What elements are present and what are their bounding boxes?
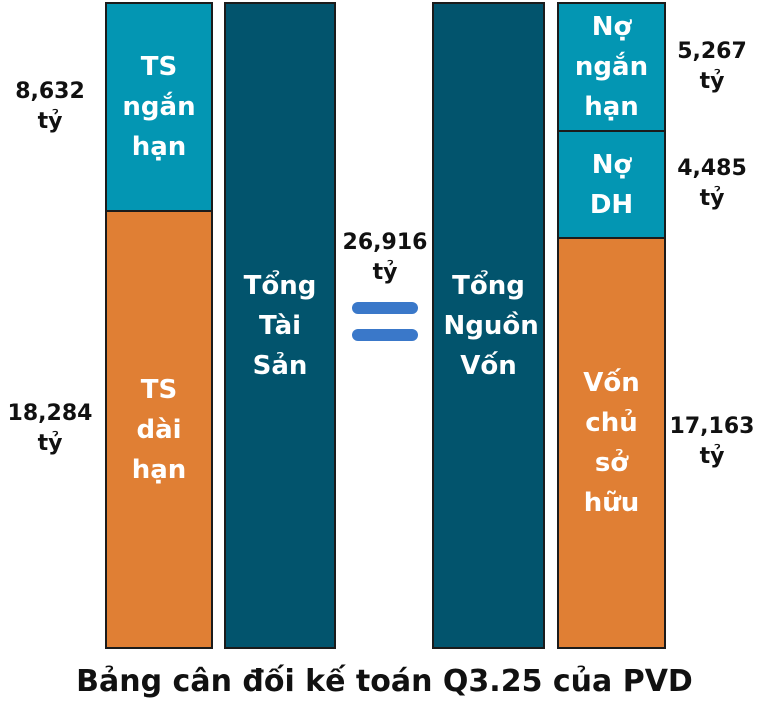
segment-tổng-tài-sản: Tổng Tài Sản — [226, 4, 334, 647]
segment-label: Vốn chủ sở hữu — [583, 368, 640, 518]
bar-assets-breakdown: TS ngắn hạn TS dài hạn — [105, 2, 213, 649]
segment-label: Nợ ngắn hạn — [574, 12, 649, 122]
segment-ts-ngắn-hạn: TS ngắn hạn — [107, 4, 211, 210]
chart-title: Bảng cân đối kế toán Q3.25 của PVD — [76, 664, 693, 699]
value-label-ts-dài-hạn: 18,284 tỷ — [7, 400, 93, 456]
segment-label: Tổng Nguồn Vốn — [443, 270, 539, 381]
segment-nợ-ngắn-hạn: Nợ ngắn hạn — [559, 4, 664, 130]
value-label-nợ-dh: 4,485 tỷ — [677, 155, 747, 211]
segment-vốn-chủ-sở-hữu: Vốn chủ sở hữu — [559, 237, 664, 647]
segment-label: Tổng Tài Sản — [243, 270, 317, 381]
segment-label: TS dài hạn — [131, 374, 187, 485]
total-value-label: 26,916 tỷ — [342, 230, 428, 285]
value-label-ts-ngắn-hạn: 8,632 tỷ — [15, 79, 85, 134]
value-label-nợ-ngắn-hạn: 5,267 tỷ — [677, 39, 747, 94]
equals-sign-bottom-bar — [352, 329, 418, 341]
bar-total-assets: Tổng Tài Sản — [224, 2, 336, 649]
value-label-vốn-chủ-sở-hữu: 17,163 tỷ — [669, 414, 755, 469]
segment-tổng-nguồn-vốn: Tổng Nguồn Vốn — [434, 4, 543, 647]
equals-sign-top-bar — [352, 302, 418, 314]
bar-total-capital: Tổng Nguồn Vốn — [432, 2, 545, 649]
segment-nợ-dh: Nợ DH — [559, 130, 664, 237]
segment-label: TS ngắn hạn — [122, 52, 196, 162]
segment-label: Nợ DH — [589, 149, 634, 220]
bar-capital-breakdown: Nợ ngắn hạn Nợ DH Vốn chủ sở hữu — [557, 2, 666, 649]
segment-ts-dài-hạn: TS dài hạn — [107, 210, 211, 647]
